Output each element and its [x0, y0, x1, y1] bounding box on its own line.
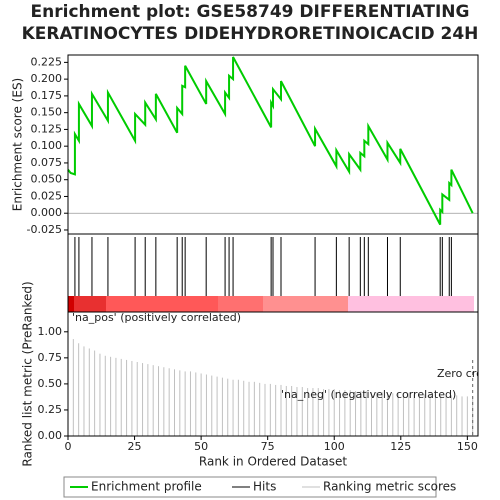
y-axis-label: Enrichment score (ES) [11, 78, 25, 211]
y-tick-label: 0.125 [31, 122, 63, 135]
y-tick-label: 0.25 [38, 403, 63, 416]
x-tick-label: 75 [261, 440, 275, 453]
y-tick-label: 0.175 [31, 89, 63, 102]
x-tick-label: 150 [457, 440, 478, 453]
legend-label: Ranking metric scores [323, 480, 456, 494]
title-line: Enrichment plot: GSE58749 DIFFERENTIATIN… [31, 2, 470, 22]
color-segment [74, 296, 106, 312]
y-tick-label: 0.000 [31, 206, 63, 219]
x-tick-label: 125 [390, 440, 411, 453]
panel-frame [67, 311, 479, 437]
y-tick-label: 0.50 [38, 377, 63, 390]
y-tick-label: 0.00 [38, 429, 63, 442]
y-tick-label: 0.075 [31, 156, 63, 169]
title-line: KERATINOCYTES DIDEHYDRORETINOICACID 24H [22, 24, 479, 44]
es-line [67, 56, 474, 226]
y-tick-label: 0.050 [31, 173, 63, 186]
y-tick-label: 0.150 [31, 106, 63, 119]
color-bar [68, 296, 474, 312]
y-tick-label: 0.75 [38, 351, 63, 364]
color-segment [218, 296, 263, 312]
legend-label: Enrichment profile [91, 480, 202, 494]
y-tick-label: 0.225 [31, 55, 63, 68]
y-tick-label: 0.100 [31, 139, 63, 152]
x-tick-label: 50 [194, 440, 208, 453]
x-tick-label: 100 [324, 440, 345, 453]
annotation: 'na_neg' (negatively correlated) [281, 388, 456, 401]
color-segment [106, 296, 218, 312]
y-tick-label: 1.00 [38, 325, 63, 338]
color-segment [348, 296, 474, 312]
legend-label: Hits [253, 480, 276, 494]
y-axis-label: Ranked list metric (PreRanked) [21, 281, 35, 466]
color-segment [263, 296, 348, 312]
color-segment [68, 296, 74, 312]
x-tick-label: 0 [65, 440, 72, 453]
y-tick-label: -0.025 [27, 223, 62, 236]
annotation: 'na_pos' (positively correlated) [72, 311, 241, 324]
x-tick-label: 25 [128, 440, 142, 453]
y-tick-label: 0.200 [31, 72, 63, 85]
annotation: Zero cross at 152 [437, 367, 500, 380]
x-axis-label: Rank in Ordered Dataset [199, 455, 347, 469]
y-tick-label: 0.025 [31, 189, 63, 202]
